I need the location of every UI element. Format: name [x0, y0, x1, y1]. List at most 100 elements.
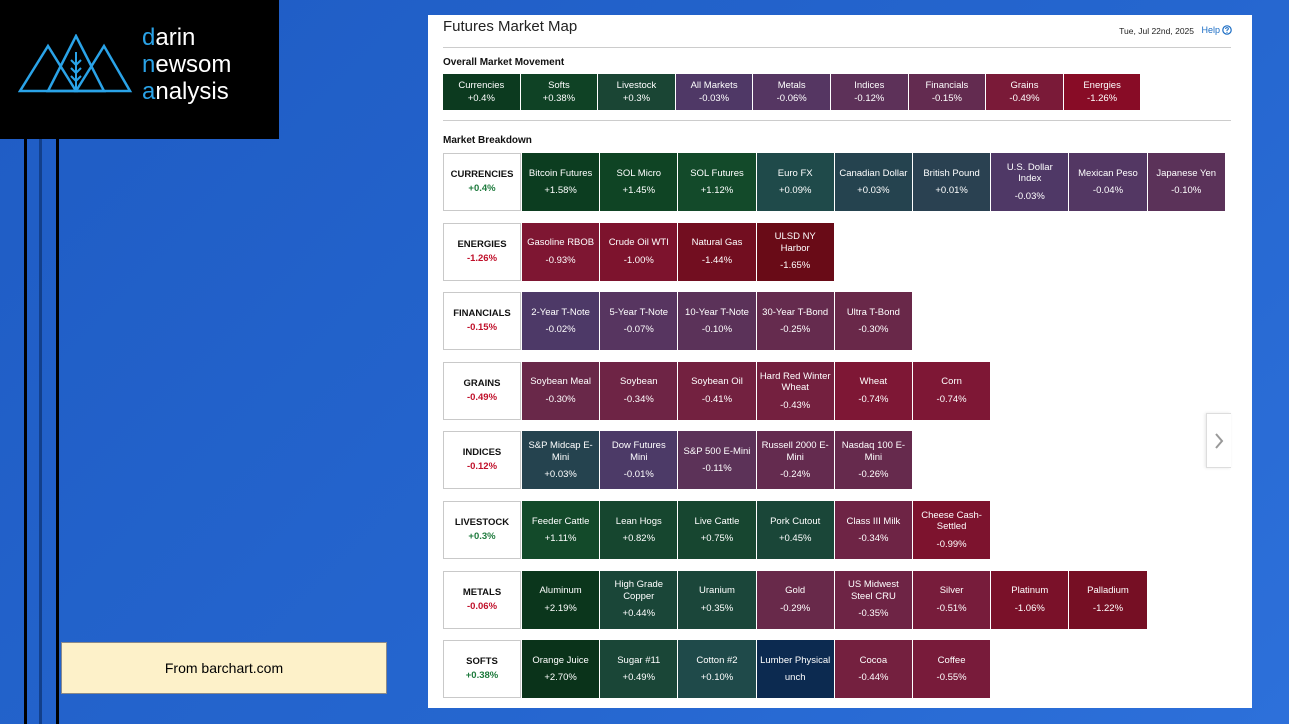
group-name: SOFTS: [466, 656, 498, 668]
group-change: -0.12%: [466, 461, 498, 473]
tile-name: Aluminum: [539, 585, 582, 597]
tile-change: -0.25%: [780, 324, 811, 336]
source-note: From barchart.com: [61, 642, 387, 694]
market-tile: Orange Juice +2.70%: [522, 640, 600, 699]
market-tile: Natural Gas -1.44%: [678, 222, 756, 281]
tile-change: -0.35%: [858, 608, 889, 620]
market-tile: Indices -0.12%: [831, 74, 908, 110]
market-tile: S&P 500 E-Mini -0.11%: [678, 431, 756, 490]
tile-name: Soybean: [620, 376, 658, 388]
market-tile: Soybean Oil -0.41%: [678, 361, 756, 420]
group-label: INDICES -0.12%: [443, 431, 521, 490]
tile-change: +0.75%: [700, 533, 734, 544]
logo-icon: [18, 34, 133, 93]
tile-name: Canadian Dollar: [839, 167, 908, 179]
market-tile: Japanese Yen -0.10%: [1147, 153, 1225, 211]
market-tile: Gold -0.29%: [756, 570, 834, 629]
tile-name: Energies: [1083, 80, 1121, 91]
tile-change: +0.82%: [622, 533, 656, 544]
tile-name: SOL Micro: [616, 167, 662, 179]
tile-change: -0.10%: [1171, 185, 1202, 196]
tile-name: Cotton #2: [696, 654, 738, 666]
tile-name: Sugar #11: [617, 654, 661, 666]
tile-change: +0.35%: [700, 602, 734, 614]
breakdown-rows: CURRENCIES +0.4% Bitcoin Futures +1.58% SOL …: [443, 153, 1231, 708]
market-tile: Feeder Cattle +1.11%: [522, 501, 600, 559]
market-tile: Nasdaq 100 E-Mini -0.26%: [834, 431, 912, 490]
tile-name: Palladium: [1087, 585, 1129, 597]
logo-line: newsom: [142, 51, 232, 78]
tile-change: +1.45%: [622, 185, 656, 196]
market-tile: US Midwest Steel CRU -0.35%: [834, 570, 912, 629]
tile-name: Russell 2000 E-Mini: [761, 440, 829, 463]
tile-name: Indices: [854, 80, 885, 91]
market-tile: Russell 2000 E-Mini -0.24%: [756, 431, 834, 490]
tile-name: Class III Milk: [846, 515, 901, 527]
market-tile: Palladium -1.22%: [1069, 570, 1147, 629]
tile-name: British Pound: [923, 167, 980, 179]
tile-change: +2.19%: [544, 602, 577, 614]
next-button[interactable]: [1206, 413, 1231, 468]
map-title: Futures Market Map: [443, 18, 578, 35]
help-link[interactable]: Help: [1201, 25, 1232, 35]
tile-name: Feeder Cattle: [531, 515, 590, 527]
tile-name: Japanese Yen: [1156, 167, 1217, 179]
market-tile: Gasoline RBOB -0.93%: [522, 222, 600, 281]
market-tile: Uranium +0.35%: [678, 570, 756, 629]
tile-change: +0.10%: [700, 672, 734, 684]
market-tile: 10-Year T-Note -0.10%: [678, 292, 756, 351]
tile-name: Orange Juice: [532, 654, 589, 666]
market-tile: Class III Milk -0.34%: [834, 501, 912, 559]
market-tile: Canadian Dollar +0.03%: [834, 153, 912, 211]
logo-text: darin newsom analysis: [142, 24, 231, 105]
group-label: ENERGIES -1.26%: [443, 222, 521, 281]
market-tile: Energies -1.26%: [1063, 74, 1141, 110]
tile-change: -0.11%: [702, 463, 732, 475]
tile-change: -0.15%: [931, 92, 962, 104]
tile-change: -1.65%: [780, 260, 811, 272]
market-tile: S&P Midcap E-Mini +0.03%: [522, 431, 600, 490]
tile-name: 2-Year T-Note: [531, 306, 590, 318]
market-tile: Soybean -0.34%: [600, 361, 678, 420]
tile-name: Crude Oil WTI: [608, 237, 669, 249]
tile-name: Lumber Physical: [760, 654, 831, 666]
tile-change: unch: [784, 672, 806, 684]
market-tile: Silver -0.51%: [913, 570, 991, 629]
market-tile: Metals -0.06%: [753, 74, 830, 110]
market-tile: U.S. Dollar Index -0.03%: [991, 153, 1069, 211]
group-change: -0.15%: [466, 322, 498, 334]
next-arrow[interactable]: [1207, 414, 1231, 469]
market-tile: Crude Oil WTI -1.00%: [600, 222, 678, 281]
tile-change: -0.74%: [936, 393, 967, 405]
tile-name: Cheese Cash-Settled: [921, 509, 982, 533]
market-tile: Lumber Physical unch: [756, 640, 834, 699]
tile-change: +0.01%: [935, 185, 968, 196]
tile-change: +1.58%: [544, 185, 577, 196]
market-tile: Aluminum +2.19%: [522, 570, 600, 629]
tile-name: Lean Hogs: [615, 515, 662, 527]
tile-change: -0.55%: [936, 672, 967, 684]
tile-change: -0.99%: [936, 538, 967, 550]
tile-name: Coffee: [937, 654, 966, 666]
market-tile: Platinum -1.06%: [991, 570, 1069, 629]
tile-change: -0.12%: [854, 92, 885, 104]
market-tile: Dow Futures Mini -0.01%: [600, 431, 678, 490]
tile-name: Grains: [1010, 80, 1039, 91]
decor-line: [56, 139, 59, 724]
tile-name: S&P 500 E-Mini: [683, 445, 751, 457]
tile-name: Metals: [777, 80, 806, 91]
help-icon[interactable]: [1222, 25, 1232, 35]
tile-change: +0.44%: [622, 608, 656, 620]
tile-name: Currencies: [458, 80, 505, 91]
market-tile: All Markets -0.03%: [675, 74, 753, 110]
help-text[interactable]: Help: [1201, 25, 1220, 35]
market-tile: Cotton #2 +0.10%: [678, 640, 756, 699]
tile-change: -0.06%: [776, 92, 807, 104]
tile-name: Soybean Meal: [530, 376, 591, 388]
market-tile: Corn -0.74%: [913, 361, 991, 420]
tile-name: US Midwest Steel CRU: [848, 579, 899, 602]
group-name: FINANCIALS: [453, 308, 511, 320]
market-tile: 30-Year T-Bond -0.25%: [756, 292, 834, 351]
